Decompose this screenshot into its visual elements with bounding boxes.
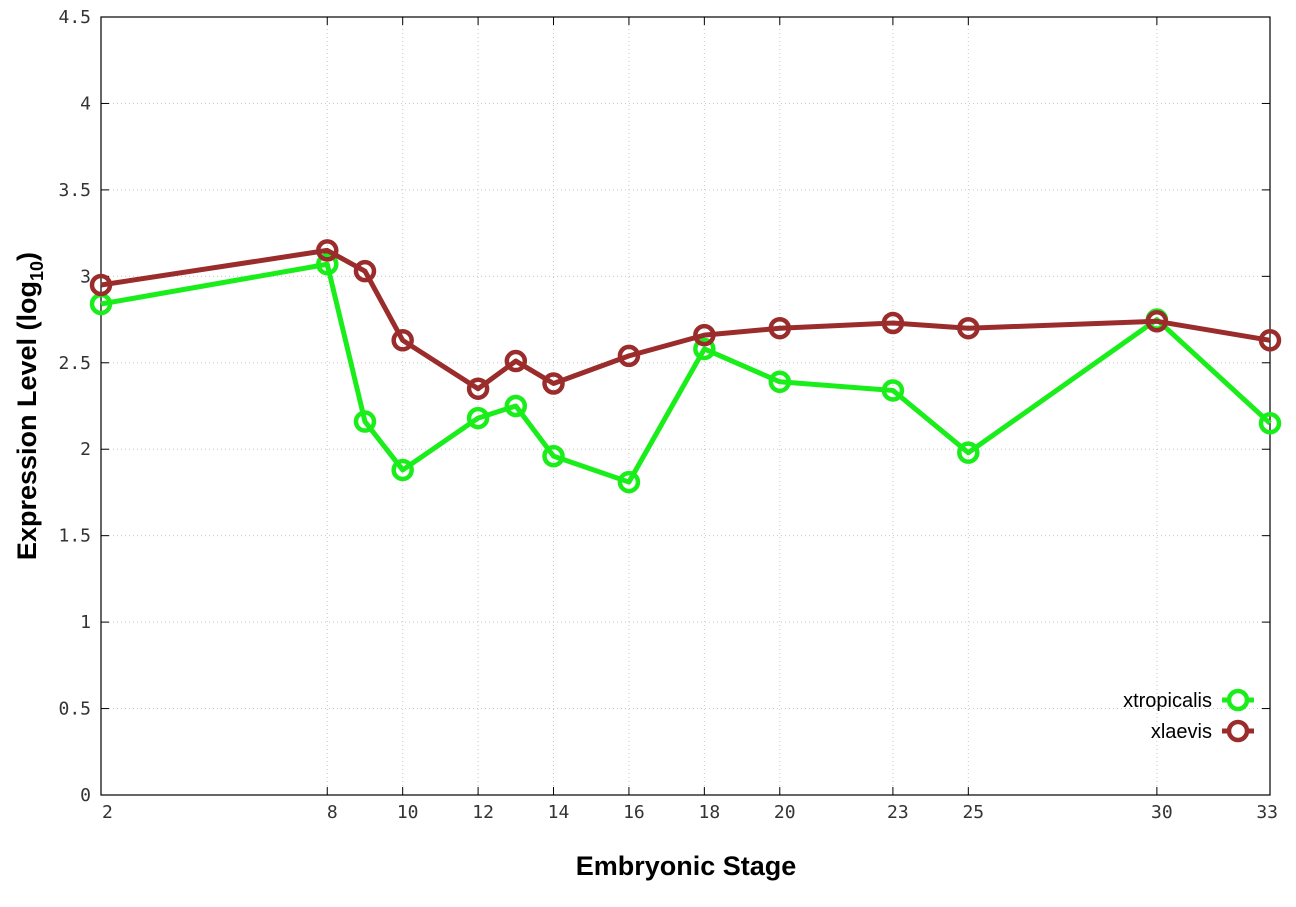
y-axis-title-subscript: 10 <box>27 261 47 281</box>
data-point-xtropicalis <box>957 441 980 464</box>
y-axis-title: Expression Level (log10) <box>12 252 47 560</box>
data-point-xlaevis <box>693 323 716 347</box>
plot-frame <box>100 16 1271 796</box>
data-point-xlaevis <box>316 239 339 262</box>
data-point-xtropicalis <box>768 370 792 394</box>
series <box>89 239 1282 494</box>
x-tick-label: 2 <box>102 802 113 823</box>
y-tick-label: 1.5 <box>58 526 91 547</box>
x-tick-label: 14 <box>548 802 570 823</box>
x-tick-label: 20 <box>774 802 796 823</box>
data-point-xtropicalis <box>316 252 339 276</box>
y-tick-label: 4.5 <box>58 7 91 28</box>
y-tick-label: 0.5 <box>58 699 91 720</box>
y-axis-title-main: Expression Level (log <box>12 281 42 560</box>
legend-item-xlaevis: xlaevis <box>1151 719 1254 743</box>
y-tick-label: 4 <box>80 93 91 114</box>
data-point-xlaevis <box>466 377 490 400</box>
x-tick-label: 8 <box>327 802 338 823</box>
data-point-xlaevis <box>768 316 792 340</box>
x-tick-label: 33 <box>1256 802 1278 823</box>
legend-swatch-marker-xlaevis <box>1226 719 1250 743</box>
data-point-xlaevis <box>504 349 528 373</box>
series-line-xlaevis <box>100 247 1271 392</box>
data-point-xtropicalis <box>881 379 905 402</box>
data-point-xtropicalis <box>617 470 641 494</box>
data-point-xtropicalis <box>504 394 528 418</box>
data-point-xlaevis <box>353 259 377 283</box>
data-point-xlaevis <box>617 344 641 368</box>
y-tick-label: 3 <box>80 266 91 287</box>
grid <box>101 17 1270 795</box>
x-tick-label: 12 <box>472 802 494 823</box>
x-tick-label: 18 <box>699 802 721 823</box>
y-tick-label: 3.5 <box>58 180 91 201</box>
x-tick-label: 25 <box>962 802 984 823</box>
x-axis-title: Embryonic Stage <box>576 851 797 881</box>
data-point-xtropicalis <box>1258 412 1282 435</box>
x-tick-label: 10 <box>397 802 419 823</box>
data-point-xlaevis <box>542 372 565 395</box>
x-tick-label: 30 <box>1151 802 1173 823</box>
legend-swatch-marker-xtropicalis <box>1226 688 1250 712</box>
data-point-xlaevis <box>89 273 113 297</box>
data-point-xtropicalis <box>466 406 490 430</box>
data-point-xtropicalis <box>391 458 414 482</box>
data-point-xlaevis <box>391 329 414 352</box>
data-point-xlaevis <box>881 311 905 335</box>
legend-label-xtropicalis: xtropicalis <box>1123 690 1212 712</box>
y-tick-label: 2.5 <box>58 353 91 374</box>
x-tick-label: 16 <box>623 802 645 823</box>
y-axis-ticks: 0 0.5 1 1.5 2 2.5 3 3.5 4 4.5 <box>58 7 1270 806</box>
legend-item-xtropicalis: xtropicalis <box>1123 688 1254 712</box>
y-tick-label: 2 <box>80 439 91 460</box>
y-tick-label: 0 <box>80 785 91 806</box>
data-point-xtropicalis <box>542 444 565 468</box>
y-axis-title-end: ) <box>12 252 42 261</box>
x-tick-label: 23 <box>887 802 909 823</box>
x-axis-ticks: 2 8 10 12 14 16 18 20 23 25 30 33 <box>100 17 1278 823</box>
y-tick-label: 1 <box>80 612 91 633</box>
data-point-xtropicalis <box>353 410 377 433</box>
series-xlaevis <box>89 239 1282 400</box>
legend: xtropicalis xlaevis <box>1123 688 1254 743</box>
data-point-xlaevis <box>1145 310 1169 333</box>
legend-label-xlaevis: xlaevis <box>1151 721 1212 743</box>
data-point-xlaevis <box>957 316 980 340</box>
data-point-xlaevis <box>1258 329 1282 352</box>
series-xtropicalis <box>89 252 1282 494</box>
data-point-xtropicalis <box>693 337 716 361</box>
